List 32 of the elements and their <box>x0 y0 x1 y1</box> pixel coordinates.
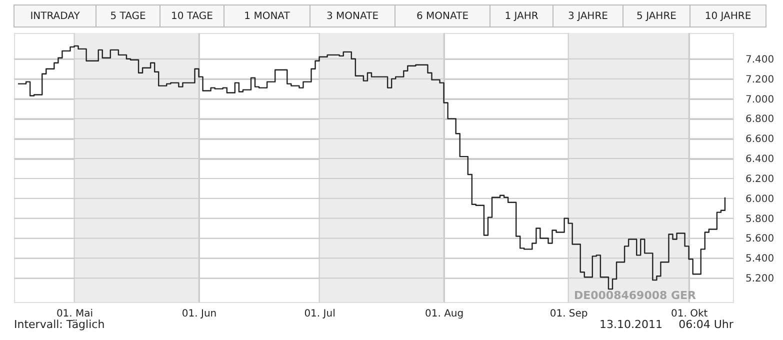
x-tick-label: 01. Okt <box>670 308 708 320</box>
x-tick-label: 01. Jul <box>304 308 336 320</box>
text: 3 JAHRE <box>568 11 608 22</box>
text: Intervall: Täglich <box>14 318 105 331</box>
y-tick-label: 5.400 <box>746 254 774 265</box>
y-tick-label: 5.800 <box>746 214 774 225</box>
x-tick-label: 01. Mai <box>56 308 94 320</box>
text: 1 MONAT <box>244 11 291 22</box>
text: 13.10.2011 <box>600 318 662 331</box>
x-tick-label: 01. Sep <box>550 308 588 320</box>
text: 5 JAHRE <box>636 11 676 22</box>
y-tick-label: 5.200 <box>746 274 774 285</box>
y-tick-label: 6.600 <box>746 134 774 146</box>
text: 10 JAHRE <box>704 11 752 22</box>
y-tick-label: 6.200 <box>746 174 774 185</box>
y-tick-label: 5.600 <box>746 234 774 245</box>
text: 10 TAGE <box>171 11 213 22</box>
text: 3 MONATE <box>326 11 379 22</box>
y-tick-label: 6.000 <box>746 194 774 205</box>
text: INTRADAY <box>30 11 81 22</box>
y-tick-label: 6.800 <box>746 114 774 126</box>
y-tick-label: 7.200 <box>746 74 774 86</box>
text: 1 JAHR <box>504 11 538 22</box>
text: 6 MONATE <box>416 11 469 22</box>
y-tick-label: 7.400 <box>746 54 774 66</box>
y-tick-label: 6.400 <box>746 154 774 166</box>
text: 06:04 Uhr <box>678 318 734 331</box>
x-tick-label: 01. Aug <box>424 308 464 320</box>
text: 5 TAGE <box>110 11 146 22</box>
y-tick-label: 7.000 <box>746 94 774 106</box>
x-tick-label: 01. Jun <box>182 308 217 320</box>
annotation: DE0008469008 GER <box>574 289 697 302</box>
